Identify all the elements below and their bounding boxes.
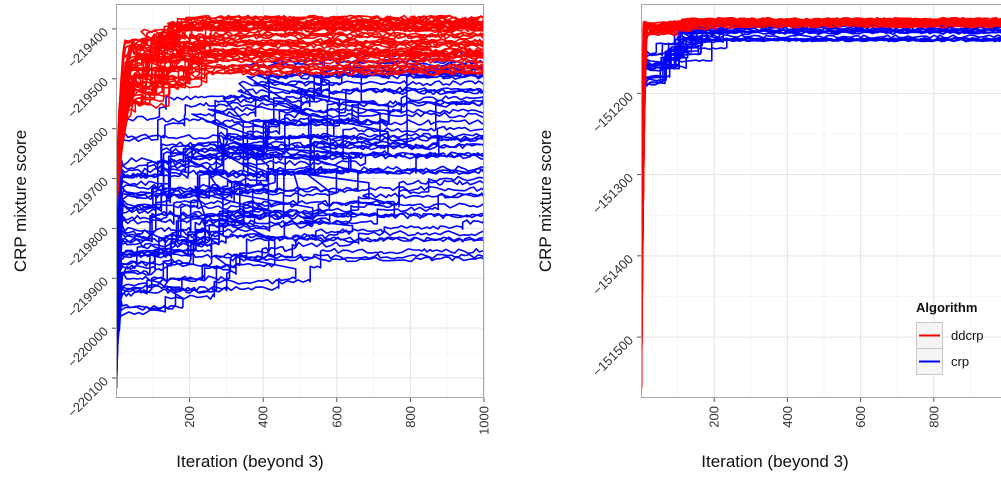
left-crp-trace	[116, 236, 484, 380]
left-y-tick-label: −219500	[64, 74, 111, 121]
left-crp-trace	[116, 86, 484, 383]
left-y-tick-label: −219400	[64, 24, 111, 71]
right-x-axis-title: Iteration (beyond 3)	[701, 452, 848, 471]
legend-label-ddcrp: ddcrp	[951, 328, 984, 343]
right-ddcrp-trace	[641, 17, 1001, 384]
right-x-tick-label: 400	[780, 406, 795, 428]
right-ddcrp-trace	[641, 17, 1001, 385]
left-ddcrp-trace	[116, 26, 484, 198]
left-crp-trace	[116, 95, 484, 378]
left-crp-trace	[116, 111, 484, 374]
right-ddcrp-trace	[641, 21, 1001, 387]
left-ddcrp-trace	[116, 19, 484, 196]
left-x-tick-label: 200	[182, 406, 197, 428]
left-crp-trace	[116, 230, 484, 371]
right-ddcrp-trace	[641, 19, 1001, 382]
left-crp-trace	[116, 168, 484, 382]
right-crp-trace	[641, 37, 1001, 136]
left-ddcrp-trace	[116, 50, 484, 206]
left-crp-trace	[116, 151, 484, 388]
right-y-tick-label: −151300	[589, 170, 636, 217]
left-ddcrp-trace	[116, 63, 484, 203]
left-ddcrp-trace	[116, 30, 484, 209]
left-crp-trace	[116, 100, 484, 374]
left-y-tick-label: −219700	[64, 174, 111, 221]
right-ddcrp-trace	[641, 22, 1001, 379]
right-x-tick-label: 200	[707, 406, 722, 428]
right-x-tick-label: 600	[853, 406, 868, 428]
left-ddcrp-trace	[116, 50, 484, 197]
left-ddcrp-trace	[116, 14, 484, 206]
right-crp-trace	[641, 29, 1001, 133]
right-crp-trace	[641, 37, 1001, 134]
right-ddcrp-trace	[641, 19, 1001, 384]
left-y-tick-label: −219900	[64, 274, 111, 321]
right-axis-ticks: 200 400 600 800 1000 −151500 −151400 −151300 −15…	[589, 89, 1001, 435]
right-crp-trace	[641, 37, 1001, 135]
right-ddcrp-trace	[641, 17, 1001, 383]
left-crp-trace	[116, 132, 484, 379]
left-ddcrp-trace	[116, 48, 484, 202]
right-ddcrp-trace	[641, 16, 1001, 387]
left-crp-trace	[116, 98, 484, 380]
right-crp-trace	[641, 37, 1001, 135]
right-y-tick-label: −151500	[589, 333, 636, 380]
left-crp-trace	[116, 202, 484, 373]
right-y-tick-label: −151200	[589, 89, 636, 136]
right-ddcrp-trace	[641, 22, 1001, 385]
left-chart-panel: 200 400 600 800 1000−220100−220000−219900−21…	[11, 4, 492, 471]
left-crp-trace	[116, 236, 484, 371]
right-ddcrp-trace	[641, 21, 1001, 386]
left-crp-trace	[116, 219, 484, 387]
left-y-tick-label: −219600	[64, 124, 111, 171]
left-ddcrp-trace	[116, 69, 484, 197]
legend-label-crp: crp	[951, 354, 969, 369]
left-y-tick-label: −220000	[64, 324, 111, 371]
right-crp-trace	[641, 34, 1001, 131]
right-ddcrp-trace	[641, 17, 1001, 379]
left-crp-trace	[116, 192, 484, 386]
left-ddcrp-trace	[116, 54, 484, 199]
left-crp-trace	[116, 192, 484, 370]
right-ddcrp-trace	[641, 19, 1001, 381]
right-x-tick-label: 1000	[1000, 406, 1001, 435]
left-y-tick-label: −219800	[64, 224, 111, 271]
right-ddcrp-trace	[641, 20, 1001, 377]
right-ddcrp-trace	[641, 19, 1001, 388]
left-y-axis-title: CRP mixture score	[11, 130, 30, 272]
left-crp-trace	[116, 80, 484, 374]
left-x-tick-label: 1000	[477, 406, 492, 435]
right-ddcrp-trace	[641, 18, 1001, 380]
left-crp-trace	[116, 142, 484, 387]
left-crp-trace	[116, 255, 484, 387]
legend-title: Algorithm	[916, 300, 977, 315]
right-y-axis-title: CRP mixture score	[536, 130, 555, 272]
right-y-tick-label: −151400	[589, 251, 636, 298]
right-grid	[641, 4, 1001, 398]
legend: Algorithm ddcrp crp	[916, 300, 984, 375]
left-x-tick-label: 800	[403, 406, 418, 428]
left-panel-border	[116, 4, 484, 398]
right-ddcrp-trace	[641, 16, 1001, 386]
right-ddcrp-trace	[641, 24, 1001, 384]
left-x-tick-label: 400	[256, 406, 271, 428]
left-ddcrp-trace	[116, 58, 484, 192]
left-crp-trace	[116, 88, 484, 377]
left-crp-trace	[116, 125, 484, 376]
left-x-tick-label: 600	[329, 406, 344, 428]
right-series-lines	[641, 16, 1001, 390]
right-chart-panel: 200 400 600 800 1000 −151500 −151400 −151300 −15…	[536, 4, 1001, 471]
left-crp-trace	[116, 247, 484, 377]
left-y-tick-label: −220100	[64, 374, 111, 421]
left-x-axis-title: Iteration (beyond 3)	[176, 452, 323, 471]
left-ddcrp-trace	[116, 19, 484, 200]
right-panel-border	[641, 4, 1001, 398]
right-ddcrp-trace	[641, 21, 1001, 390]
left-ddcrp-trace	[116, 39, 484, 205]
right-ddcrp-trace	[641, 20, 1001, 383]
left-series-lines	[116, 14, 484, 388]
right-ddcrp-trace	[641, 23, 1001, 376]
right-x-tick-label: 800	[926, 406, 941, 428]
